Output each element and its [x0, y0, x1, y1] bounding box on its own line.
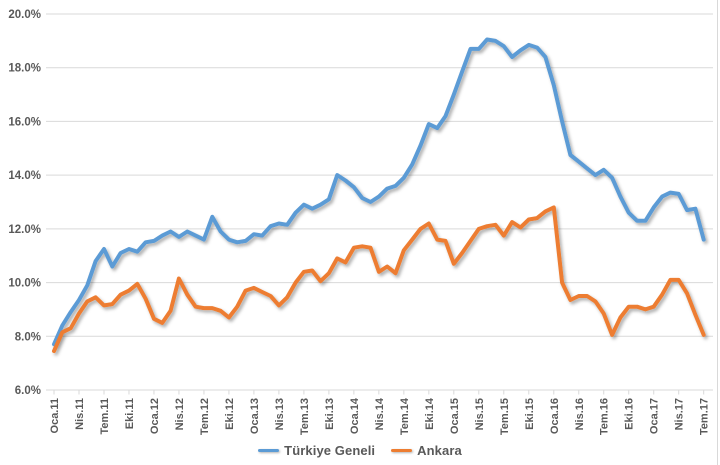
- legend-line-sample-blue-icon: [258, 448, 280, 453]
- grid-layer: 6.0% 8.0% 10.0% 12.0% 14.0% 16.0% 18.0% 20.0%: [8, 9, 713, 397]
- x-axis-tick-label: Nis.17: [674, 398, 686, 430]
- y-axis-tick-label: 12.0%: [8, 224, 41, 236]
- x-axis-tick-label: Oca.11: [49, 398, 61, 433]
- x-axis-tick-label: Nis.16: [574, 398, 586, 430]
- x-axis-tick-label: Oca.12: [149, 398, 161, 434]
- x-axis-tick-label: Oca.16: [549, 398, 561, 434]
- legend-line-sample-orange-icon: [391, 448, 413, 453]
- y-axis-tick-label: 20.0%: [8, 9, 41, 21]
- y-axis-tick-label: 18.0%: [8, 63, 41, 75]
- x-axis-tick-label: Eki.15: [524, 398, 536, 430]
- x-axis-tick-label: Tem.14: [399, 397, 411, 435]
- x-axis-tick-label: Eki.14: [424, 397, 436, 430]
- x-axis-tick-label: Oca.15: [449, 398, 461, 434]
- x-axis-tick-label: Nis.15: [474, 398, 486, 430]
- y-axis-tick-label: 6.0%: [15, 385, 41, 397]
- x-axis-tick-label: Eki.13: [324, 398, 336, 430]
- x-axis-tick-label: Eki.16: [624, 398, 636, 430]
- x-axis-tick-label: Tem.17: [699, 398, 711, 435]
- x-axis-tick-label: Tem.15: [499, 398, 511, 435]
- x-axis-tick-label: Eki.12: [224, 398, 236, 430]
- line-chart: 6.0% 8.0% 10.0% 12.0% 14.0% 16.0% 18.0% 20.0% O…: [8, 9, 713, 435]
- y-axis-tick-label: 10.0%: [8, 278, 41, 290]
- x-axis-tick-label: Tem.16: [599, 398, 611, 435]
- legend-label-turkiye-geneli: Türkiye Geneli: [284, 443, 376, 458]
- x-axis-tick-label: Oca.14: [349, 397, 361, 434]
- chart-legend: Türkiye Geneli Ankara: [0, 436, 720, 465]
- series-layer: [52, 37, 706, 354]
- chart-right-border: [717, 0, 718, 465]
- legend-label-ankara: Ankara: [417, 443, 462, 458]
- series-line-turkiye-geneli: [52, 37, 706, 347]
- x-axis: Oca.11 Nis.11 Tem.11 Eki.11 Oca.12 Nis.12 Tem.…: [49, 390, 711, 435]
- x-axis-tick-label: Oca.17: [649, 398, 661, 434]
- x-axis-tick-label: Oca.13: [249, 398, 261, 434]
- legend-item-ankara: Ankara: [391, 443, 462, 458]
- y-axis-tick-label: 8.0%: [15, 331, 41, 343]
- x-axis-tick-label: Tem.13: [299, 398, 311, 435]
- x-axis-tick-label: Nis.12: [174, 398, 186, 430]
- x-axis-tick-label: Nis.11: [74, 398, 86, 430]
- x-axis-tick-label: Nis.13: [274, 398, 286, 430]
- y-axis-tick-label: 16.0%: [8, 116, 41, 128]
- x-axis-tick-label: Eki.11: [124, 398, 136, 429]
- x-axis-tick-label: Tem.12: [199, 398, 211, 435]
- legend-item-turkiye-geneli: Türkiye Geneli: [258, 443, 375, 458]
- series-line-ankara: [52, 205, 706, 354]
- x-axis-tick-label: Tem.11: [99, 398, 111, 435]
- y-axis-tick-label: 14.0%: [8, 170, 41, 182]
- x-axis-tick-label: Nis.14: [374, 397, 386, 430]
